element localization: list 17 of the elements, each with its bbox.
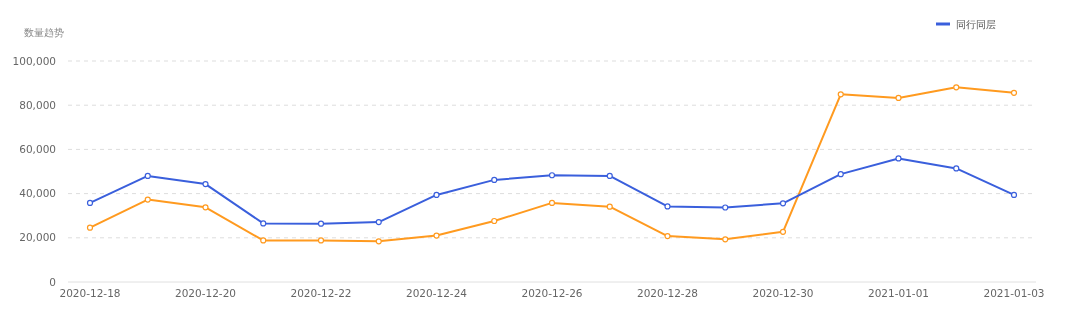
- legend-label: 同行同层: [956, 18, 996, 30]
- y-tick-label: 100,000: [12, 54, 56, 67]
- x-tick-label: 2020-12-26: [521, 287, 583, 299]
- y-tick-label: 80,000: [19, 98, 56, 111]
- y-tick-label: 60,000: [19, 143, 56, 156]
- x-tick-label: 2020-12-24: [405, 287, 468, 299]
- x-tick-label: 2021-01-03: [983, 287, 1045, 299]
- x-tick-label: 2020-12-28: [636, 287, 699, 299]
- y-axis-title: 数量趋势: [24, 27, 64, 38]
- x-tick-label: 2020-12-18: [59, 287, 121, 299]
- x-tick-label: 2020-12-22: [290, 287, 352, 299]
- y-tick-label: 0: [49, 275, 56, 288]
- x-tick-label: 2020-12-30: [752, 287, 814, 299]
- x-tick-label: 2021-01-01: [867, 287, 930, 299]
- y-tick-label: 40,000: [19, 187, 56, 200]
- x-tick-label: 2020-12-20: [174, 287, 237, 299]
- y-tick-label: 20,000: [19, 231, 56, 244]
